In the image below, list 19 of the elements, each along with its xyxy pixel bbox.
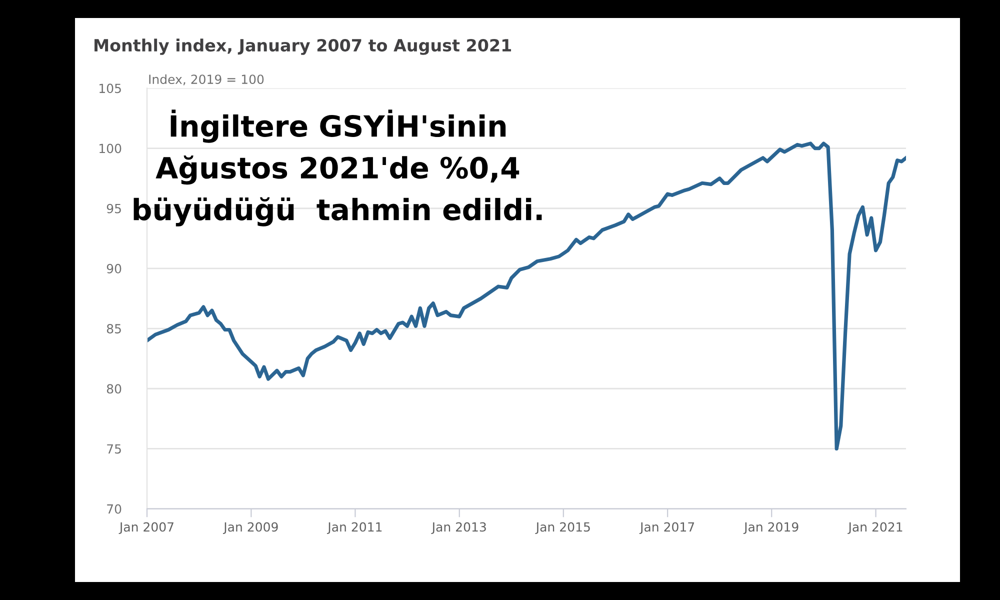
y-tick-label: 85 [106,324,121,334]
annotation: İngiltere GSYİH'sinin Ağustos 2021'de %0,4 büyüdüğü tahmin edildi. [134,110,542,226]
x-tick-label: Jan 2021 [848,522,902,534]
x-tick-label: Jan 2011 [327,522,382,534]
y-tick-label: 75 [107,444,121,454]
x-tick-label: Jan 2017 [639,522,694,534]
y-tick-label: 105 [100,84,121,94]
y-tick-label: 90 [106,264,122,274]
x-tick-label: Jan 2007 [118,522,174,534]
y-tick-label: 70 [107,504,122,514]
y-axis-title: Index, 2019 = 100 [149,74,264,86]
y-tick-label: 100 [100,144,122,154]
x-tick-label: Jan 2009 [223,522,278,534]
x-tick-label: Jan 2015 [535,522,590,534]
y-tick-label: 80 [106,384,122,394]
y-tick-label: 95 [106,204,121,214]
x-tick-label: Jan 2019 [743,522,798,534]
x-tick-label: Jan 2013 [431,522,486,534]
chart-title: Monthly index, January 2007 to August 2021 [94,38,512,55]
